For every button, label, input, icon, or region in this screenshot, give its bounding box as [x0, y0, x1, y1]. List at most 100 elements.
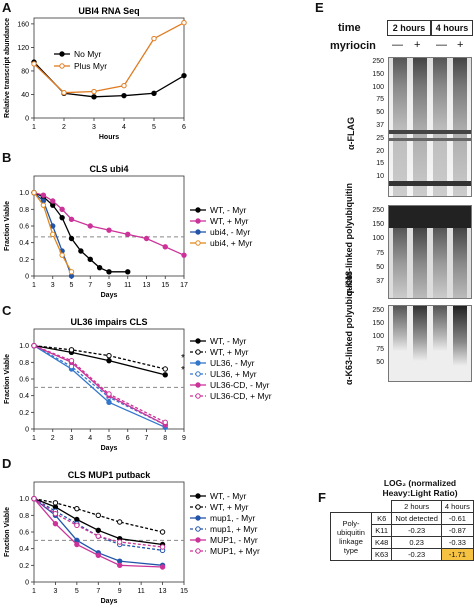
blot-flag-mw-label: 37 — [376, 122, 384, 129]
blot-flag-mw-label: 25 — [376, 134, 384, 142]
legend-marker — [195, 360, 201, 366]
data-point — [40, 192, 47, 198]
data-point — [121, 82, 127, 89]
blot-k48-mw-label: 150 — [372, 221, 384, 229]
chart-c: UL36 impairs CLS 1 2 3 4 5 6 7 8 9 Days 0 0.2 0.4 0.6 0… — [4, 317, 272, 452]
legend-marker — [195, 393, 201, 399]
data-point — [87, 223, 93, 229]
x-tick-label: 11 — [138, 588, 145, 595]
x-tick-label: 13 — [159, 588, 167, 595]
x-axis-label: Days — [101, 598, 118, 605]
x-tick-label: 15 — [180, 588, 188, 595]
blot-k63-mw-label: 250 — [372, 307, 384, 314]
data-point — [59, 252, 65, 258]
blot-k63 — [388, 305, 472, 382]
legend-label: MUP1, - Myr — [210, 535, 258, 545]
data-point — [117, 519, 123, 525]
data-point — [91, 88, 97, 95]
blot-k48-mw-label: 100 — [372, 235, 384, 243]
data-point — [95, 527, 101, 534]
data-point — [181, 252, 187, 258]
y-axis-label: Fraction Viable — [4, 507, 11, 557]
legend-label: ubi4, - Myr — [210, 227, 250, 237]
data-point — [125, 231, 131, 238]
data-point — [162, 372, 168, 378]
y-tick-label: 0.6 — [19, 530, 29, 537]
data-point — [96, 264, 103, 271]
x-tick-label: 4 — [122, 124, 126, 131]
row-k48: K48 — [370, 536, 393, 549]
series-line — [33, 192, 185, 256]
data-point — [68, 357, 75, 364]
blot-k63-label: α-K63-linked polyubiquitin — [344, 271, 354, 385]
cell-k63-4h: -1.71 — [440, 548, 474, 561]
series-line — [33, 498, 163, 533]
table-f: 2 hours 4 hours Poly-ubiquitin linkage t… — [330, 500, 474, 561]
legend-marker — [195, 493, 201, 499]
panel-letter-d: D — [2, 456, 12, 471]
data-point — [151, 90, 157, 96]
data-point — [74, 522, 80, 529]
y-tick-label: 0.8 — [19, 207, 29, 214]
x-tick-label: 2 — [51, 435, 55, 442]
time-label: time — [338, 22, 361, 34]
x-axis-label: Days — [101, 292, 118, 299]
x-tick-label: 9 — [107, 282, 111, 289]
data-point — [59, 206, 65, 213]
legend-label: mup1, - Myr — [210, 513, 256, 523]
data-point — [68, 216, 75, 223]
data-point — [159, 564, 166, 570]
data-point — [52, 510, 59, 517]
data-point — [52, 500, 59, 506]
data-point — [117, 539, 123, 545]
y-tick-label: 1.0 — [19, 496, 29, 503]
legend-marker — [195, 240, 201, 246]
series-line — [33, 498, 163, 551]
data-point — [78, 248, 84, 254]
series-line — [33, 345, 166, 428]
x-tick-label: 4 — [88, 435, 92, 442]
x-tick-label: 15 — [161, 282, 169, 289]
blot-flag-mw-label: 10 — [376, 173, 384, 181]
x-tick-label: 3 — [53, 588, 57, 595]
x-tick-label: 7 — [88, 282, 92, 289]
legend-marker — [195, 229, 201, 235]
y-tick-label: 0.4 — [19, 546, 29, 553]
data-point — [74, 505, 80, 512]
x-tick-label: 1 — [32, 435, 36, 442]
data-point — [31, 189, 37, 196]
data-point — [181, 72, 187, 79]
legend-label: UL36, - Myr — [210, 358, 255, 368]
y-tick-label: 0.8 — [19, 360, 29, 367]
blot-flag-mw-label: 100 — [372, 83, 384, 91]
x-tick-label: 9 — [182, 435, 186, 442]
sign-1: — — [392, 39, 403, 51]
x-tick-label: 6 — [182, 124, 186, 131]
blot-k48-mw-label: 250 — [372, 207, 384, 214]
series-line — [33, 345, 166, 370]
data-point — [181, 20, 187, 26]
series-line — [33, 498, 163, 546]
data-point — [31, 342, 37, 349]
legend-marker — [195, 338, 201, 344]
legend-label: mup1, + Myr — [210, 524, 258, 534]
data-point — [117, 562, 123, 569]
legend-marker — [195, 207, 201, 213]
data-point — [50, 231, 56, 238]
x-tick-label: 5 — [70, 282, 74, 289]
blot-flag-label: α-FLAG — [346, 116, 356, 150]
x-tick-label: 8 — [163, 435, 167, 442]
legend-label: MUP1, + Myr — [210, 546, 260, 556]
legend-marker — [195, 382, 201, 388]
data-point — [106, 352, 112, 359]
x-tick-label: 1 — [32, 282, 36, 289]
y-tick-label: 0.8 — [19, 513, 29, 520]
data-point — [106, 227, 112, 233]
y-axis-label: Fraction Viable — [4, 354, 11, 404]
row-k63: K63 — [370, 548, 393, 561]
blot-flag-mw-label: 20 — [376, 147, 384, 155]
blot-k63-mw-label: 150 — [372, 320, 384, 327]
col-4h: 4 hours — [440, 500, 474, 513]
blot-flag-mw-label: 75 — [376, 96, 384, 104]
